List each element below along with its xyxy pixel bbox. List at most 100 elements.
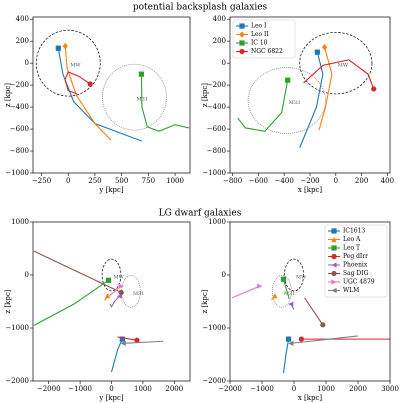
x-tick-label: 1000 — [134, 385, 152, 393]
y-tick-label: 0 — [222, 271, 226, 279]
legend-marker — [331, 279, 337, 285]
halo-label: MW — [114, 275, 125, 281]
marker — [120, 340, 126, 346]
halo-circle — [35, 29, 101, 97]
x-axis-label: y [kpc] — [98, 186, 124, 194]
legend-marker — [331, 287, 337, 294]
halo-label: MW — [296, 275, 307, 281]
marker — [298, 336, 304, 342]
marker — [119, 336, 125, 342]
trajectory — [303, 59, 375, 90]
legend-label: Leo I — [251, 23, 267, 30]
halo-circle — [101, 258, 122, 292]
y-tick-label: −2000 — [202, 377, 226, 385]
x-tick-label: 1000 — [317, 385, 335, 393]
trajectory — [117, 336, 138, 341]
trajectory — [282, 279, 290, 300]
y-tick-label: −1000 — [202, 324, 226, 332]
y-tick-label: 0 — [222, 59, 226, 67]
plot-area: MW M33 — [237, 31, 377, 148]
legend-label: Leo A — [343, 236, 361, 243]
halo-circle — [102, 63, 167, 131]
y-tick-label: −800 — [10, 147, 29, 155]
trajectory — [110, 338, 123, 373]
trajectory — [318, 47, 333, 131]
y-tick-label: −1000 — [5, 169, 29, 177]
legend-box — [324, 224, 388, 298]
marker — [138, 71, 145, 77]
marker — [134, 337, 140, 343]
marker — [105, 277, 112, 283]
marker — [62, 42, 68, 50]
halo-label: M33 — [289, 100, 300, 106]
section-title: LG dwarf galaxies — [159, 209, 242, 219]
halo-label: M31 — [284, 291, 295, 297]
trajectory — [64, 46, 112, 141]
trajectory — [64, 71, 91, 95]
halo-label: M31 — [133, 291, 144, 297]
trajectory — [282, 339, 290, 374]
halo-circle — [299, 31, 373, 95]
marker — [285, 77, 291, 83]
marker — [55, 45, 61, 51]
x-tick-label: 0 — [292, 385, 296, 393]
y-axis-label: z [kpc] — [201, 289, 209, 313]
legend-label: UGC 4879 — [343, 279, 375, 286]
y-tick-label: 400 — [16, 15, 29, 23]
marker — [104, 293, 111, 299]
legend-label: Leo II — [251, 31, 269, 38]
marker — [285, 336, 292, 342]
y-tick-label: 1000 — [208, 218, 226, 226]
y-tick-label: 200 — [213, 37, 226, 45]
legend-marker — [331, 236, 337, 243]
legend-marker — [239, 31, 245, 38]
trajectory — [33, 250, 122, 293]
y-tick-label: −400 — [10, 103, 29, 111]
x-tick-label: −600 — [249, 177, 268, 185]
marker — [280, 276, 287, 282]
y-tick-label: 0 — [25, 271, 29, 279]
halo-label: MW — [70, 63, 81, 69]
halo-circle — [247, 67, 326, 134]
axes-frame — [32, 221, 191, 382]
y-tick-label: 200 — [16, 37, 29, 45]
legend-label: IC1613 — [343, 228, 365, 235]
legend-label: WLM — [343, 287, 359, 294]
x-tick-label: 2000 — [165, 385, 183, 393]
legend-marker — [331, 270, 337, 277]
trajectory — [232, 285, 260, 299]
trajectory — [290, 335, 359, 344]
marker — [272, 293, 278, 299]
trajectory — [57, 48, 143, 142]
marker — [87, 81, 93, 87]
section-title: potential backsplash galaxies — [133, 3, 268, 13]
y-tick-label: −600 — [10, 125, 29, 133]
x-tick-label: 0 — [109, 385, 113, 393]
plot-area: MW M31 — [33, 250, 164, 373]
legend-marker — [331, 228, 337, 234]
marker — [371, 86, 377, 92]
trajectory — [123, 340, 164, 344]
legend-label: IC 10 — [251, 40, 268, 47]
trajectory — [33, 279, 109, 326]
y-tick-label: −400 — [207, 103, 226, 111]
x-tick-label: 500 — [115, 177, 128, 185]
x-axis-label: x [kpc] — [298, 394, 323, 402]
y-tick-label: −1000 — [5, 324, 29, 332]
legend-marker — [331, 245, 337, 251]
x-tick-label: −1000 — [250, 385, 274, 393]
halo-circle — [283, 258, 304, 292]
x-tick-label: 2000 — [349, 385, 367, 393]
marker — [118, 289, 124, 296]
halo-circle — [271, 275, 292, 308]
y-axis-label: z [kpc] — [4, 289, 12, 313]
y-tick-label: −600 — [207, 125, 226, 133]
x-tick-label: 400 — [381, 177, 394, 185]
legend-marker — [331, 253, 337, 260]
marker — [314, 49, 320, 55]
legend-marker — [331, 262, 337, 268]
x-tick-label: 0 — [66, 177, 70, 185]
